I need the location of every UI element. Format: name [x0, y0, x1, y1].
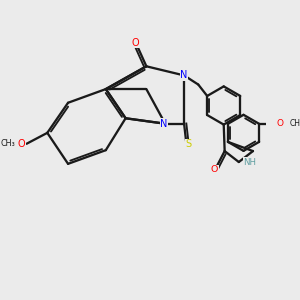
Text: S: S — [185, 140, 191, 149]
Text: N: N — [180, 70, 188, 80]
Text: O: O — [211, 165, 218, 174]
Text: N: N — [160, 119, 168, 129]
Text: NH: NH — [244, 158, 256, 166]
Text: O: O — [276, 119, 284, 128]
Text: CH₃: CH₃ — [0, 139, 15, 148]
Text: O: O — [17, 139, 25, 149]
Text: O: O — [132, 38, 140, 48]
Text: CH₃: CH₃ — [290, 119, 300, 128]
